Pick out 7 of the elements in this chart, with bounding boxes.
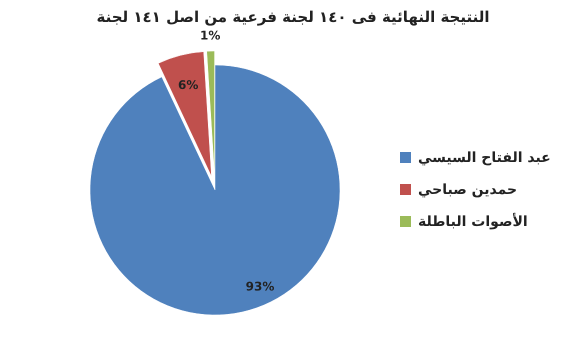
data-label: 6% bbox=[178, 78, 198, 92]
legend-label: عبد الفتاح السيسي bbox=[418, 150, 551, 166]
data-label: 93% bbox=[246, 279, 274, 294]
legend-label: الأصوات الباطلة bbox=[418, 212, 528, 230]
chart-title: النتيجة النهائية فى ١٤٠ لجنة فرعية من اصل ١٤١ لجنة bbox=[96, 8, 490, 26]
data-label: 1% bbox=[200, 28, 220, 42]
legend-label: حمدين صباحي bbox=[418, 182, 518, 198]
